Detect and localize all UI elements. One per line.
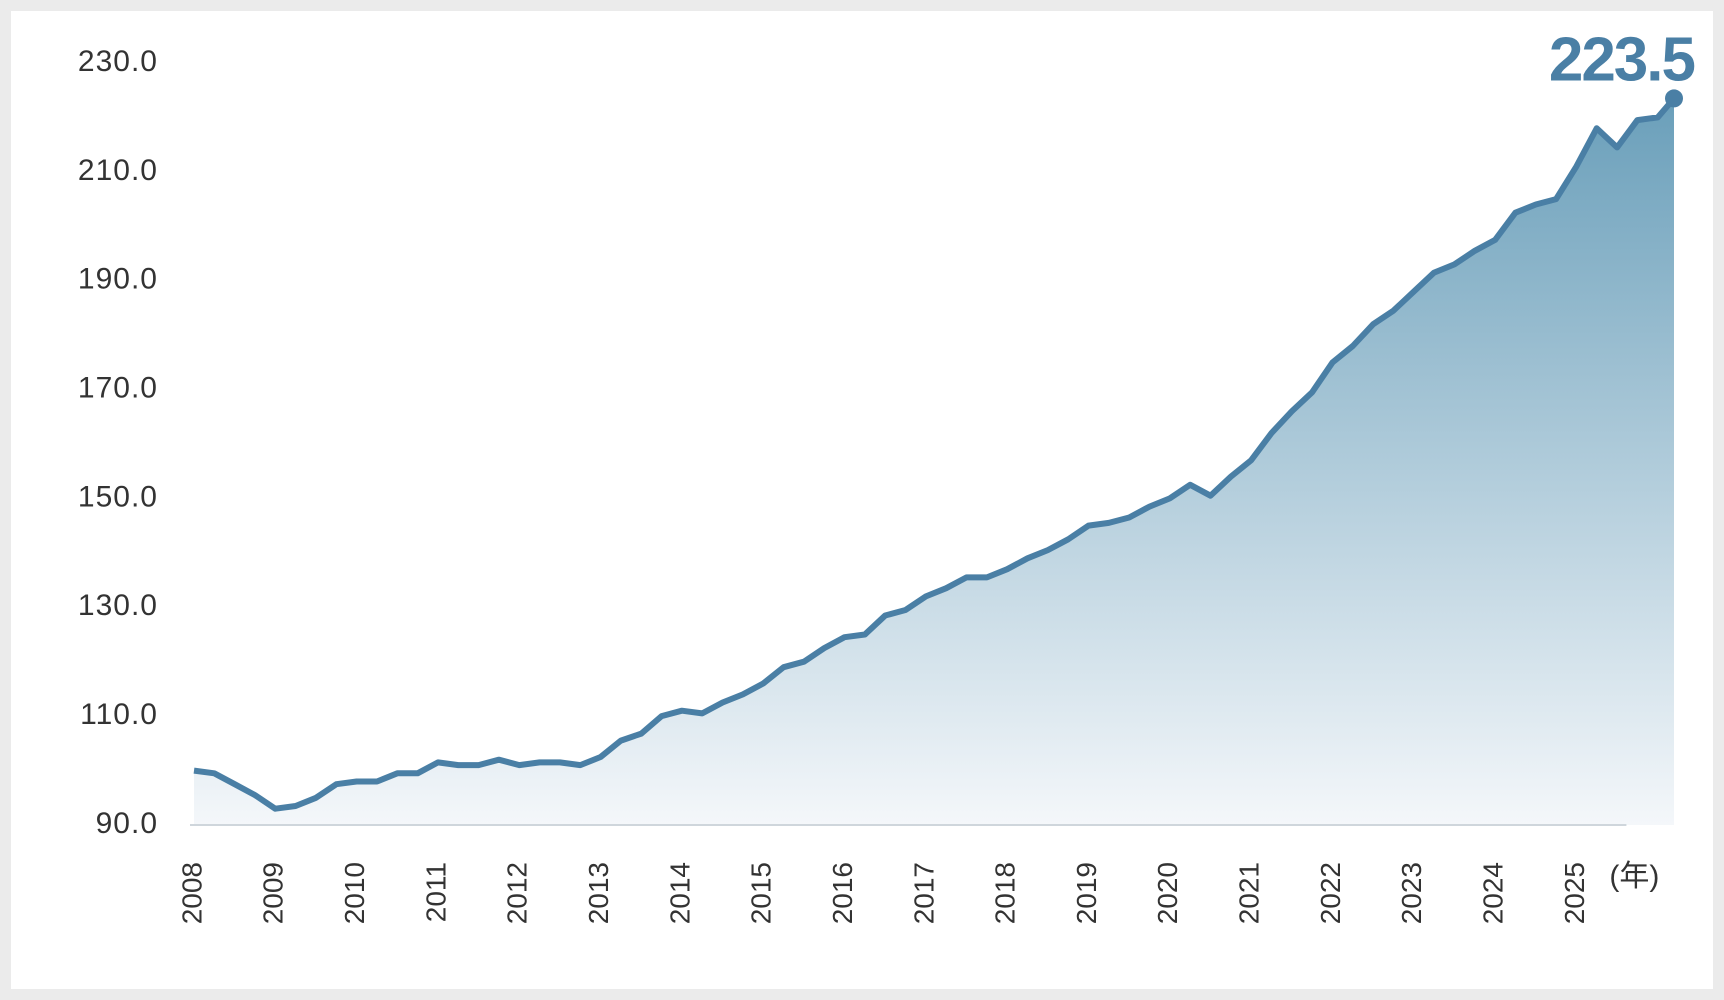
end-point — [1665, 89, 1683, 108]
x-tick-label: 2021 — [1234, 862, 1265, 924]
end-value-label: 223.5 — [1549, 25, 1695, 94]
y-tick-label: 110.0 — [80, 698, 158, 731]
x-tick-label: 2024 — [1477, 862, 1508, 924]
x-tick-label: 2025 — [1559, 862, 1590, 924]
x-tick-label: 2014 — [664, 862, 695, 924]
area-fill — [194, 98, 1674, 825]
x-tick-label: 2019 — [1071, 862, 1102, 924]
x-tick-label: 2011 — [420, 862, 451, 922]
x-tick-label: 2020 — [1152, 862, 1183, 924]
y-tick-label: 90.0 — [96, 807, 158, 840]
x-tick-label: 2023 — [1396, 862, 1427, 924]
y-tick-label: 130.0 — [78, 589, 158, 622]
x-tick-label: 2018 — [990, 862, 1021, 924]
x-tick-label: 2008 — [176, 862, 207, 924]
x-tick-label: 2016 — [827, 862, 858, 924]
y-tick-label: 210.0 — [78, 154, 158, 187]
y-tick-label: 190.0 — [78, 263, 158, 296]
x-tick-label: 2010 — [339, 862, 370, 924]
x-axis-label: (年) — [1609, 860, 1659, 893]
x-tick-label: 2017 — [908, 862, 939, 924]
x-tick-label: 2015 — [746, 862, 777, 924]
y-tick-label: 150.0 — [78, 480, 158, 513]
y-tick-label: 230.0 — [78, 45, 158, 78]
y-tick-label: 170.0 — [78, 371, 158, 404]
x-tick-label: 2013 — [583, 862, 614, 924]
x-tick-label: 2009 — [258, 862, 289, 924]
line — [193, 96, 1677, 812]
x-tick-label: 2022 — [1315, 862, 1346, 924]
x-tick-label: 2012 — [502, 862, 533, 924]
